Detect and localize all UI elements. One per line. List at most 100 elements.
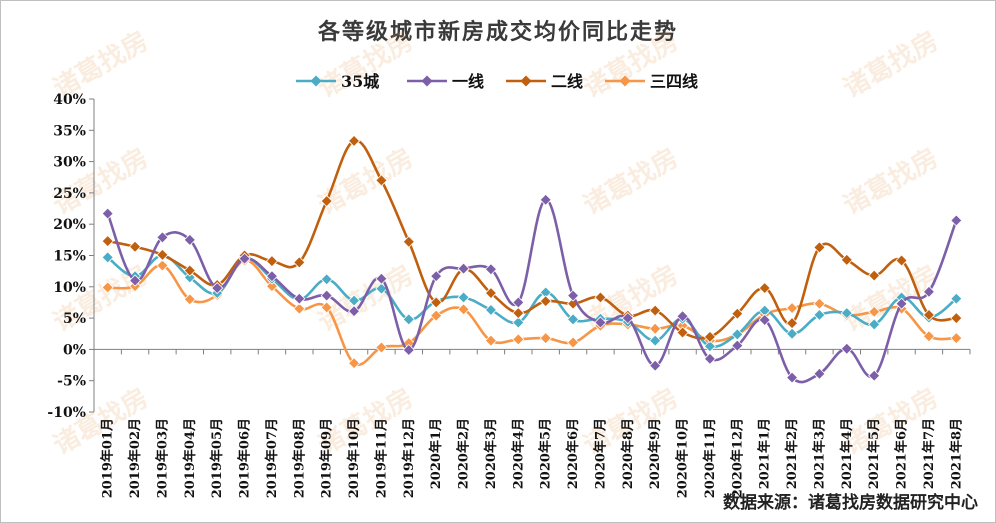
data-point-一线 bbox=[128, 274, 142, 287]
data-point-三四线 bbox=[375, 341, 388, 354]
data-point-二线 bbox=[813, 241, 826, 254]
x-tick-label: 2021年4月 bbox=[839, 418, 855, 489]
data-point-35城 bbox=[785, 327, 799, 340]
legend-marker-一线 bbox=[421, 75, 433, 87]
legend-label-一线: 一线 bbox=[452, 72, 484, 91]
data-point-二线 bbox=[101, 235, 114, 248]
y-tick-label: 15% bbox=[53, 249, 86, 265]
x-tick-label: 2020年4月 bbox=[510, 418, 526, 489]
watermark-text: 诸葛找房 bbox=[314, 26, 419, 104]
data-point-二线 bbox=[703, 330, 717, 343]
legend-label-二线: 二线 bbox=[551, 72, 583, 91]
data-point-一线 bbox=[484, 263, 498, 276]
data-point-三四线 bbox=[649, 322, 662, 335]
data-point-一线 bbox=[922, 285, 936, 298]
data-point-一线 bbox=[621, 312, 634, 325]
legend-label-35城: 35城 bbox=[341, 72, 379, 91]
data-point-二线 bbox=[758, 281, 771, 295]
x-tick-label: 2020年7月 bbox=[592, 418, 608, 489]
data-point-一线 bbox=[731, 339, 744, 352]
data-point-二线 bbox=[649, 304, 662, 317]
y-tick-label: -5% bbox=[57, 374, 86, 390]
data-point-二线 bbox=[868, 269, 881, 282]
data-point-35城 bbox=[868, 318, 881, 331]
data-point-二线 bbox=[402, 235, 415, 248]
data-point-二线 bbox=[128, 240, 142, 253]
x-tick-label: 2019年12月 bbox=[401, 418, 417, 498]
watermark-text: 诸葛找房 bbox=[839, 143, 944, 221]
x-tick-label: 2019年02月 bbox=[127, 418, 143, 498]
data-point-二线 bbox=[950, 312, 963, 325]
data-point-一线 bbox=[347, 305, 361, 318]
x-tick-label: 2020年9月 bbox=[647, 418, 663, 489]
data-point-35城 bbox=[950, 292, 963, 305]
data-point-一线 bbox=[950, 214, 963, 227]
data-point-二线 bbox=[347, 134, 361, 148]
x-tick-label: 2019年05月 bbox=[209, 418, 225, 498]
y-tick-label: 0% bbox=[63, 342, 86, 358]
data-point-35城 bbox=[703, 340, 717, 353]
x-tick-label: 2021年1月 bbox=[757, 418, 773, 489]
data-point-二线 bbox=[785, 317, 799, 330]
y-tick-label: 5% bbox=[63, 311, 86, 327]
x-tick-label: 2020年1月 bbox=[428, 418, 444, 489]
data-point-二线 bbox=[512, 307, 525, 320]
data-point-二线 bbox=[265, 255, 279, 268]
data-point-三四线 bbox=[265, 280, 279, 293]
watermark-text: 诸葛找房 bbox=[839, 260, 944, 338]
data-point-二线 bbox=[731, 307, 744, 320]
data-point-三四线 bbox=[785, 302, 799, 315]
data-point-三四线 bbox=[922, 330, 936, 343]
x-tick-label: 2019年04月 bbox=[182, 418, 198, 498]
data-point-35城 bbox=[402, 313, 415, 326]
data-point-二线 bbox=[156, 248, 169, 261]
data-point-一线 bbox=[895, 297, 908, 310]
x-tick-label: 2021年8月 bbox=[948, 418, 964, 489]
data-point-一线 bbox=[183, 233, 196, 246]
data-point-二线 bbox=[594, 291, 607, 304]
data-point-二线 bbox=[484, 286, 498, 300]
data-point-一线 bbox=[649, 359, 662, 372]
data-point-二线 bbox=[320, 194, 333, 208]
data-point-一线 bbox=[156, 231, 169, 244]
watermark-text: 诸葛找房 bbox=[579, 26, 684, 104]
legend-marker-二线 bbox=[520, 75, 532, 87]
x-tick-label: 2019年11月 bbox=[373, 418, 389, 498]
watermark-text: 诸葛找房 bbox=[314, 143, 419, 221]
data-point-一线 bbox=[840, 342, 853, 355]
data-point-一线 bbox=[293, 292, 306, 305]
data-point-三四线 bbox=[347, 357, 361, 370]
data-point-一线 bbox=[101, 207, 114, 220]
data-point-二线 bbox=[840, 253, 853, 266]
data-point-一线 bbox=[265, 270, 279, 283]
data-point-二线 bbox=[430, 296, 443, 309]
legend-marker-35城 bbox=[310, 75, 322, 87]
x-tick-label: 2019年03月 bbox=[154, 418, 170, 498]
data-point-一线 bbox=[512, 296, 525, 309]
data-point-一线 bbox=[703, 352, 717, 365]
data-point-35城 bbox=[484, 303, 498, 317]
data-point-一线 bbox=[211, 281, 224, 295]
data-point-一线 bbox=[402, 343, 415, 357]
data-point-三四线 bbox=[512, 333, 525, 346]
data-point-三四线 bbox=[183, 293, 196, 306]
x-tick-label: 2019年10月 bbox=[346, 418, 362, 498]
data-point-三四线 bbox=[950, 332, 963, 345]
x-tick-label: 2019年08月 bbox=[291, 418, 307, 498]
data-point-35城 bbox=[649, 334, 662, 347]
x-tick-label: 2019年07月 bbox=[264, 418, 280, 498]
data-point-二线 bbox=[375, 174, 388, 187]
data-point-一线 bbox=[375, 272, 388, 285]
data-point-三四线 bbox=[868, 305, 881, 318]
data-point-35城 bbox=[183, 271, 196, 284]
y-tick-label: 35% bbox=[53, 123, 86, 139]
data-point-二线 bbox=[922, 308, 936, 322]
data-point-三四线 bbox=[457, 303, 470, 316]
x-tick-label: 2019年01月 bbox=[100, 418, 116, 498]
data-point-一线 bbox=[320, 289, 333, 302]
x-tick-label: 2020年5月 bbox=[538, 418, 554, 489]
data-point-二线 bbox=[293, 256, 306, 269]
data-point-35城 bbox=[840, 307, 853, 320]
x-tick-label: 2019年09月 bbox=[319, 418, 335, 498]
y-tick-label: 40% bbox=[53, 92, 86, 108]
